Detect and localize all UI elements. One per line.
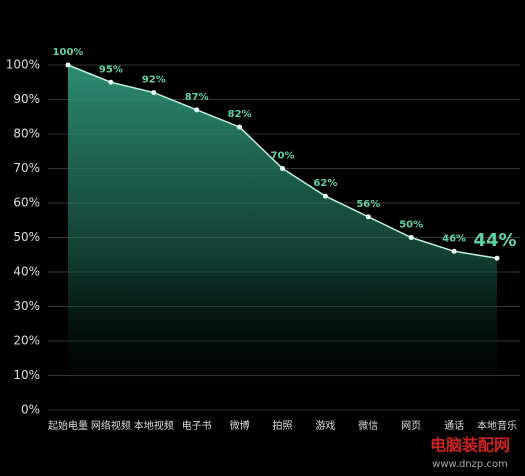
point — [494, 255, 500, 261]
point — [65, 62, 71, 68]
x-tick-label: 网页 — [401, 420, 421, 432]
y-tick-label: 30% — [13, 299, 40, 313]
y-tick-label: 60% — [13, 196, 40, 210]
point — [194, 107, 200, 113]
value-label: 100% — [53, 47, 84, 58]
y-tick-label: 10% — [13, 368, 40, 382]
value-label: 92% — [142, 75, 166, 86]
x-tick-label: 电子书 — [182, 419, 212, 432]
value-label: 50% — [399, 220, 423, 231]
y-tick-label: 100% — [6, 58, 40, 72]
x-tick-label: 微信 — [358, 419, 378, 432]
value-label: 95% — [99, 64, 123, 75]
value-label: 70% — [271, 151, 295, 162]
y-tick-label: 90% — [13, 92, 40, 106]
x-tick-label: 拍照 — [273, 419, 293, 432]
value-label: 62% — [313, 178, 337, 189]
y-tick-label: 0% — [21, 403, 40, 417]
y-tick-label: 20% — [13, 334, 40, 348]
value-label: 87% — [185, 92, 209, 103]
value-label: 56% — [356, 199, 380, 210]
value-label: 82% — [228, 109, 252, 120]
x-tick-label: 网络视频 — [91, 419, 131, 432]
point — [237, 124, 243, 130]
y-tick-label: 80% — [13, 127, 40, 141]
y-tick-label: 40% — [13, 265, 40, 279]
x-tick-label: 微博 — [230, 419, 250, 432]
value-label: 46% — [442, 233, 466, 244]
watermark-url: www.dnzp.com — [432, 459, 508, 470]
point — [451, 248, 457, 254]
x-tick-label: 本地音乐 — [477, 419, 517, 432]
x-tick-label: 起始电量 — [48, 419, 88, 432]
point — [280, 166, 285, 171]
watermark-title: 电脑装配网 — [430, 436, 510, 455]
point — [108, 79, 114, 85]
point — [408, 235, 414, 240]
point — [151, 90, 157, 96]
value-label: 44% — [473, 230, 516, 251]
x-tick-label: 本地视频 — [134, 419, 174, 432]
point — [322, 193, 328, 199]
x-tick-label: 通话 — [444, 420, 464, 432]
y-tick-label: 70% — [13, 161, 40, 175]
y-tick-label: 50% — [13, 230, 40, 244]
point — [365, 214, 371, 220]
area — [68, 65, 497, 410]
x-tick-label: 游戏 — [315, 419, 335, 432]
